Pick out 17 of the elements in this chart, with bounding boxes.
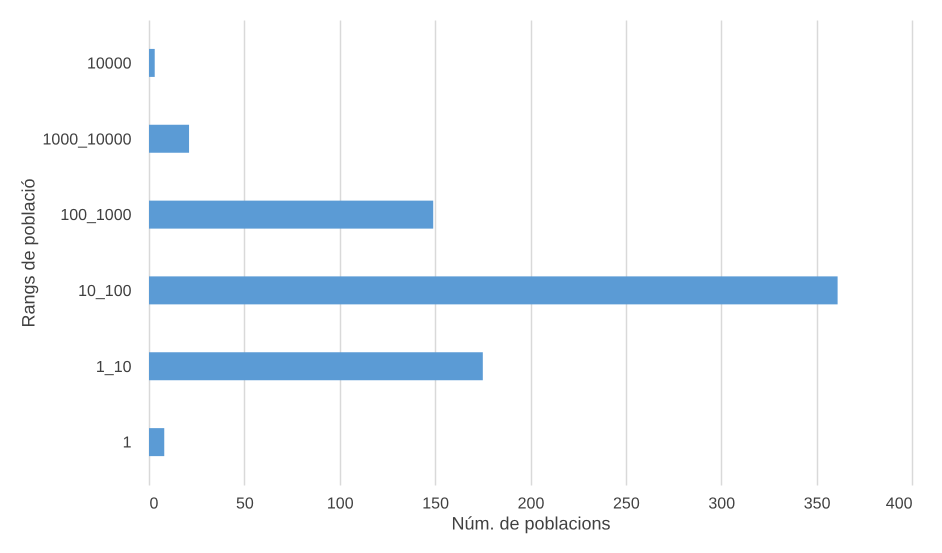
- x-tick-label: 0: [150, 496, 158, 512]
- x-tick-label: 300: [708, 496, 736, 512]
- y-tick-label: 1_10: [96, 358, 132, 376]
- y-axis-title: Rangs de població: [18, 178, 39, 328]
- y-tick-label: 100_1000: [60, 207, 132, 224]
- x-tick-label: 250: [613, 496, 640, 512]
- y-tick-label: 10000: [87, 55, 132, 72]
- y-tick-label: 1: [122, 434, 132, 452]
- y-tick-label: 10_100: [78, 282, 132, 300]
- x-tick-label: 100: [326, 496, 354, 512]
- x-tick-label: 150: [422, 496, 450, 512]
- x-tick-label: 400: [886, 496, 913, 512]
- x-axis-title: Núm. de poblacions: [451, 514, 611, 534]
- x-tick-label: 50: [236, 496, 254, 512]
- y-tick-label: 1000_10000: [42, 131, 132, 148]
- x-tick-label: 350: [804, 496, 831, 512]
- x-tick-label: 200: [518, 496, 544, 512]
